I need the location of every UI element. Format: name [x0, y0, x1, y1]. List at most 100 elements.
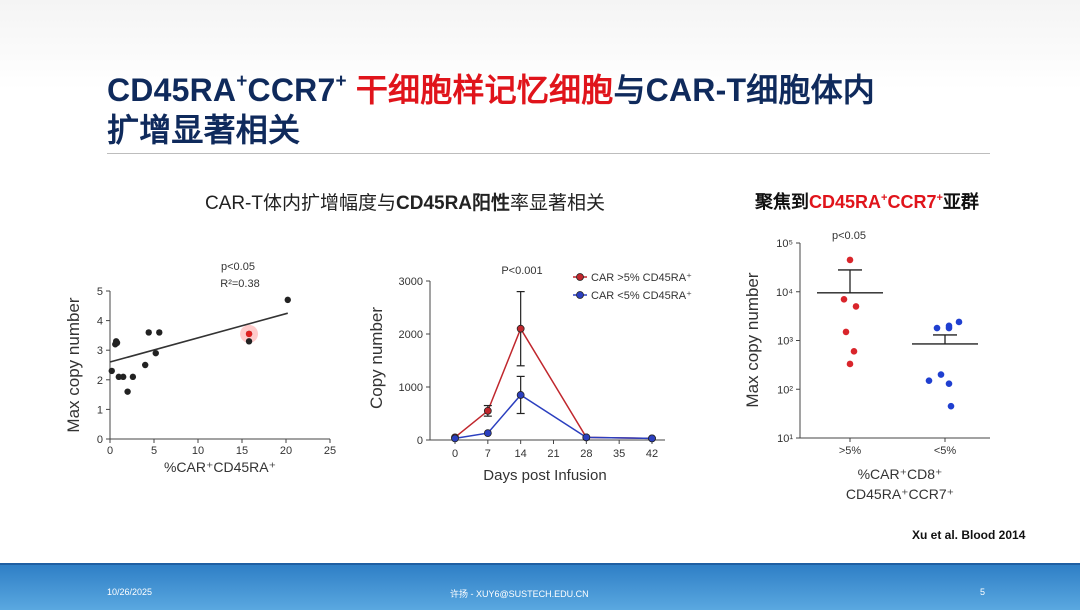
- footer-bar: 10/26/2025 许扬 - XUY6@SUSTECH.EDU.CN 5: [0, 563, 1080, 610]
- chart1-y-tick-label: 1: [97, 404, 103, 416]
- chart1-x-tick-label: 25: [324, 445, 336, 457]
- chart3-data-point: [852, 303, 860, 310]
- chart1-x-tick-label: 15: [236, 445, 248, 457]
- chart2-x-tick-label: 14: [515, 448, 527, 460]
- chart3-x-tick-label: <5%: [934, 445, 957, 457]
- chart3-y-tick-label: 10³: [777, 336, 793, 348]
- title-sup: +: [236, 71, 248, 92]
- chart1-y-tick-label: 0: [97, 434, 103, 446]
- chart3-data-point: [933, 324, 941, 332]
- chart1-y-tick-label: 3: [97, 345, 103, 357]
- subtitle-red: CD45RA: [809, 192, 882, 212]
- chart1-x-tick-label: 20: [280, 445, 292, 457]
- chart1-annotation-p: p<0.05: [221, 261, 255, 273]
- chart1-data-point: [145, 329, 152, 336]
- chart1-data-point: [120, 373, 127, 381]
- subtitle-right: 聚焦到CD45RA+CCR7+亚群: [755, 188, 979, 214]
- chart3-data-point: [955, 318, 963, 326]
- chart3-data-point: [945, 380, 953, 387]
- chart1-x-tick-label: 10: [192, 445, 204, 457]
- title-red-text: 干细胞样记忆细胞: [346, 72, 614, 108]
- chart2-data-point: [582, 433, 591, 442]
- chart2-x-tick-label: 35: [613, 448, 625, 460]
- footer-date: 10/26/2025: [107, 587, 153, 597]
- chart1-y-tick-label: 2: [97, 375, 103, 387]
- chart1-highlight-point: [245, 330, 253, 338]
- chart3-x-label-line1: %CAR⁺CD8⁺: [858, 466, 943, 482]
- chart1-data-point: [124, 388, 131, 395]
- chart2-x-tick-label: 28: [580, 448, 592, 460]
- subtitle-bold: CD45RA阳性: [396, 193, 511, 214]
- chart1-data-point: [152, 349, 159, 357]
- chart3-y-tick-label: 10⁴: [776, 287, 793, 299]
- footer-page-number: 5: [980, 587, 986, 597]
- chart1-data-point: [142, 361, 149, 369]
- chart2-data-point: [516, 391, 525, 399]
- chart2-data-point: [516, 324, 525, 333]
- chart2-legend-label: CAR <5% CD45RA⁺: [591, 290, 692, 302]
- chart3-x-tick-label: >5%: [839, 445, 862, 457]
- chart2-annotation-p: P<0.001: [501, 265, 542, 277]
- title-divider: [107, 153, 990, 154]
- chart2-y-label: Copy number: [367, 307, 386, 409]
- chart2-x-tick-label: 21: [547, 448, 559, 460]
- chart2-x-tick-label: 7: [485, 448, 491, 460]
- slide-title-line1: CD45RA+CCR7+ 干细胞样记忆细胞与CAR-T细胞体内: [107, 70, 875, 110]
- chart1-data-point: [108, 367, 115, 375]
- chart2-data-point: [451, 434, 459, 443]
- chart1-fit-line: [109, 312, 288, 363]
- subtitle-sup: +: [936, 192, 943, 204]
- chart3-data-point: [846, 256, 854, 264]
- title-text: 与CAR-T细胞体内: [613, 72, 876, 108]
- subtitle-text: 率显著相关: [510, 193, 606, 214]
- title-sup: +: [335, 71, 347, 92]
- chart3-data-point: [840, 296, 848, 303]
- chart1-y-label: Max copy number: [64, 297, 83, 432]
- chart1-data-point: [284, 296, 291, 304]
- subtitle-sup: +: [881, 192, 888, 204]
- chart1-annotation-r2: R²=0.38: [220, 278, 259, 290]
- chart1-data-point: [156, 329, 163, 336]
- chart3-y-label: Max copy number: [743, 272, 762, 407]
- chart1-x-tick-label: 0: [107, 445, 113, 457]
- chart1-data-point: [245, 338, 253, 345]
- chart3-data-point: [925, 377, 933, 384]
- chart2-legend-marker: [576, 273, 584, 281]
- chart1-x-label: %CAR⁺CD45RA⁺: [164, 459, 276, 475]
- chart2-x-tick-label: 0: [452, 448, 458, 460]
- chart3-y-tick-label: 10¹: [777, 433, 793, 445]
- chart3-x-label-line2: CD45RA⁺CCR7⁺: [846, 486, 954, 502]
- chart2-legend-marker: [576, 291, 584, 299]
- chart2-data-point: [483, 406, 492, 415]
- chart3-data-point: [937, 371, 945, 378]
- subtitle-left: CAR-T体内扩增幅度与CD45RA阳性率显著相关: [0, 188, 810, 215]
- chart3-data-point: [842, 328, 850, 336]
- chart2-x-tick-label: 42: [646, 448, 658, 460]
- chart3-data-point: [945, 324, 953, 332]
- chart3-annotation-p: p<0.05: [832, 230, 866, 242]
- chart2-y-tick-label: 1000: [399, 382, 423, 394]
- chart3-data-point: [846, 360, 854, 368]
- chart2-x-label: Days post Infusion: [483, 467, 606, 484]
- chart1-y-tick-label: 4: [97, 316, 103, 328]
- citation: Xu et al. Blood 2014: [912, 528, 1026, 542]
- title-text: CCR7: [247, 72, 336, 108]
- chart3-y-tick-label: 10²: [777, 384, 793, 396]
- slide-title-line2: 扩增显著相关: [107, 112, 301, 148]
- chart3-data-point: [850, 348, 858, 355]
- chart1-data-point: [129, 373, 137, 381]
- subtitle-text: CAR-T体内扩增幅度与: [204, 193, 396, 214]
- chart2-y-tick-label: 2000: [399, 329, 423, 341]
- chart2-series-line: [454, 327, 653, 440]
- chart1-y-tick-label: 5: [97, 286, 103, 298]
- chart2-legend-label: CAR >5% CD45RA⁺: [591, 272, 692, 284]
- subtitle-text: 亚群: [942, 192, 979, 212]
- chart1-data-point: [115, 373, 123, 381]
- chart1-x-tick-label: 5: [151, 445, 157, 457]
- chart2-data-point: [648, 434, 656, 443]
- chart2-data-point: [483, 429, 492, 438]
- subtitle-text: 聚焦到: [755, 192, 809, 212]
- title-text: CD45RA: [107, 72, 237, 108]
- chart3-y-tick-label: 10⁵: [776, 238, 793, 250]
